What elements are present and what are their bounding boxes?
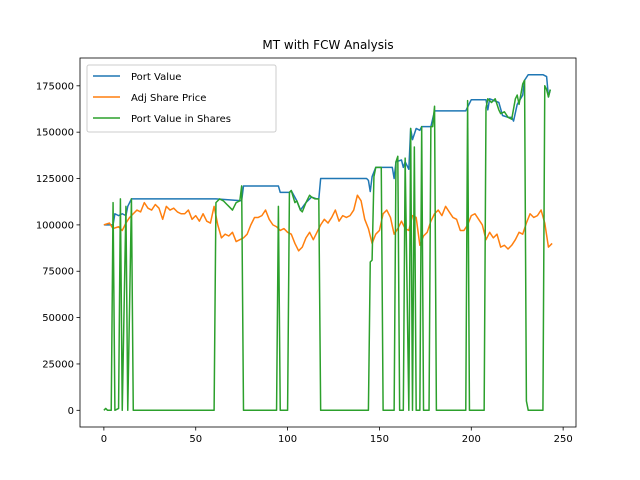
y-tick-label: 75000 — [42, 267, 74, 278]
legend-label-1: Adj Share Price — [131, 93, 206, 104]
x-tick-label: 200 — [462, 434, 481, 445]
y-tick-label: 175000 — [36, 81, 74, 92]
legend: Port Value Adj Share Price Port Value in S… — [86, 64, 277, 133]
x-tick-label: 50 — [189, 434, 202, 445]
y-tick-label: 50000 — [42, 313, 74, 324]
y-tick-label: 125000 — [36, 174, 74, 185]
x-tick-label: 0 — [101, 434, 107, 445]
x-tick-label: 100 — [278, 434, 297, 445]
ticks-layer: 0 50 100 150 200 250 0 25000 50000 75000 100000 125… — [36, 81, 573, 445]
legend-label-2: Port Value in Shares — [131, 114, 231, 125]
legend-box — [86, 64, 277, 133]
plot-frame — [79, 57, 577, 428]
y-tick-label: 100000 — [36, 220, 74, 231]
y-tick-label: 0 — [68, 406, 74, 417]
chart-title: MT with FCW Analysis — [262, 38, 393, 52]
y-tick-label: 150000 — [36, 128, 74, 139]
legend-label-0: Port Value — [131, 72, 181, 83]
x-tick-label: 150 — [370, 434, 389, 445]
series-line-2 — [103, 79, 552, 412]
series-layer — [103, 73, 553, 412]
y-tick-label: 25000 — [42, 359, 74, 370]
series-line-1 — [103, 194, 553, 252]
x-tick-label: 250 — [554, 434, 573, 445]
